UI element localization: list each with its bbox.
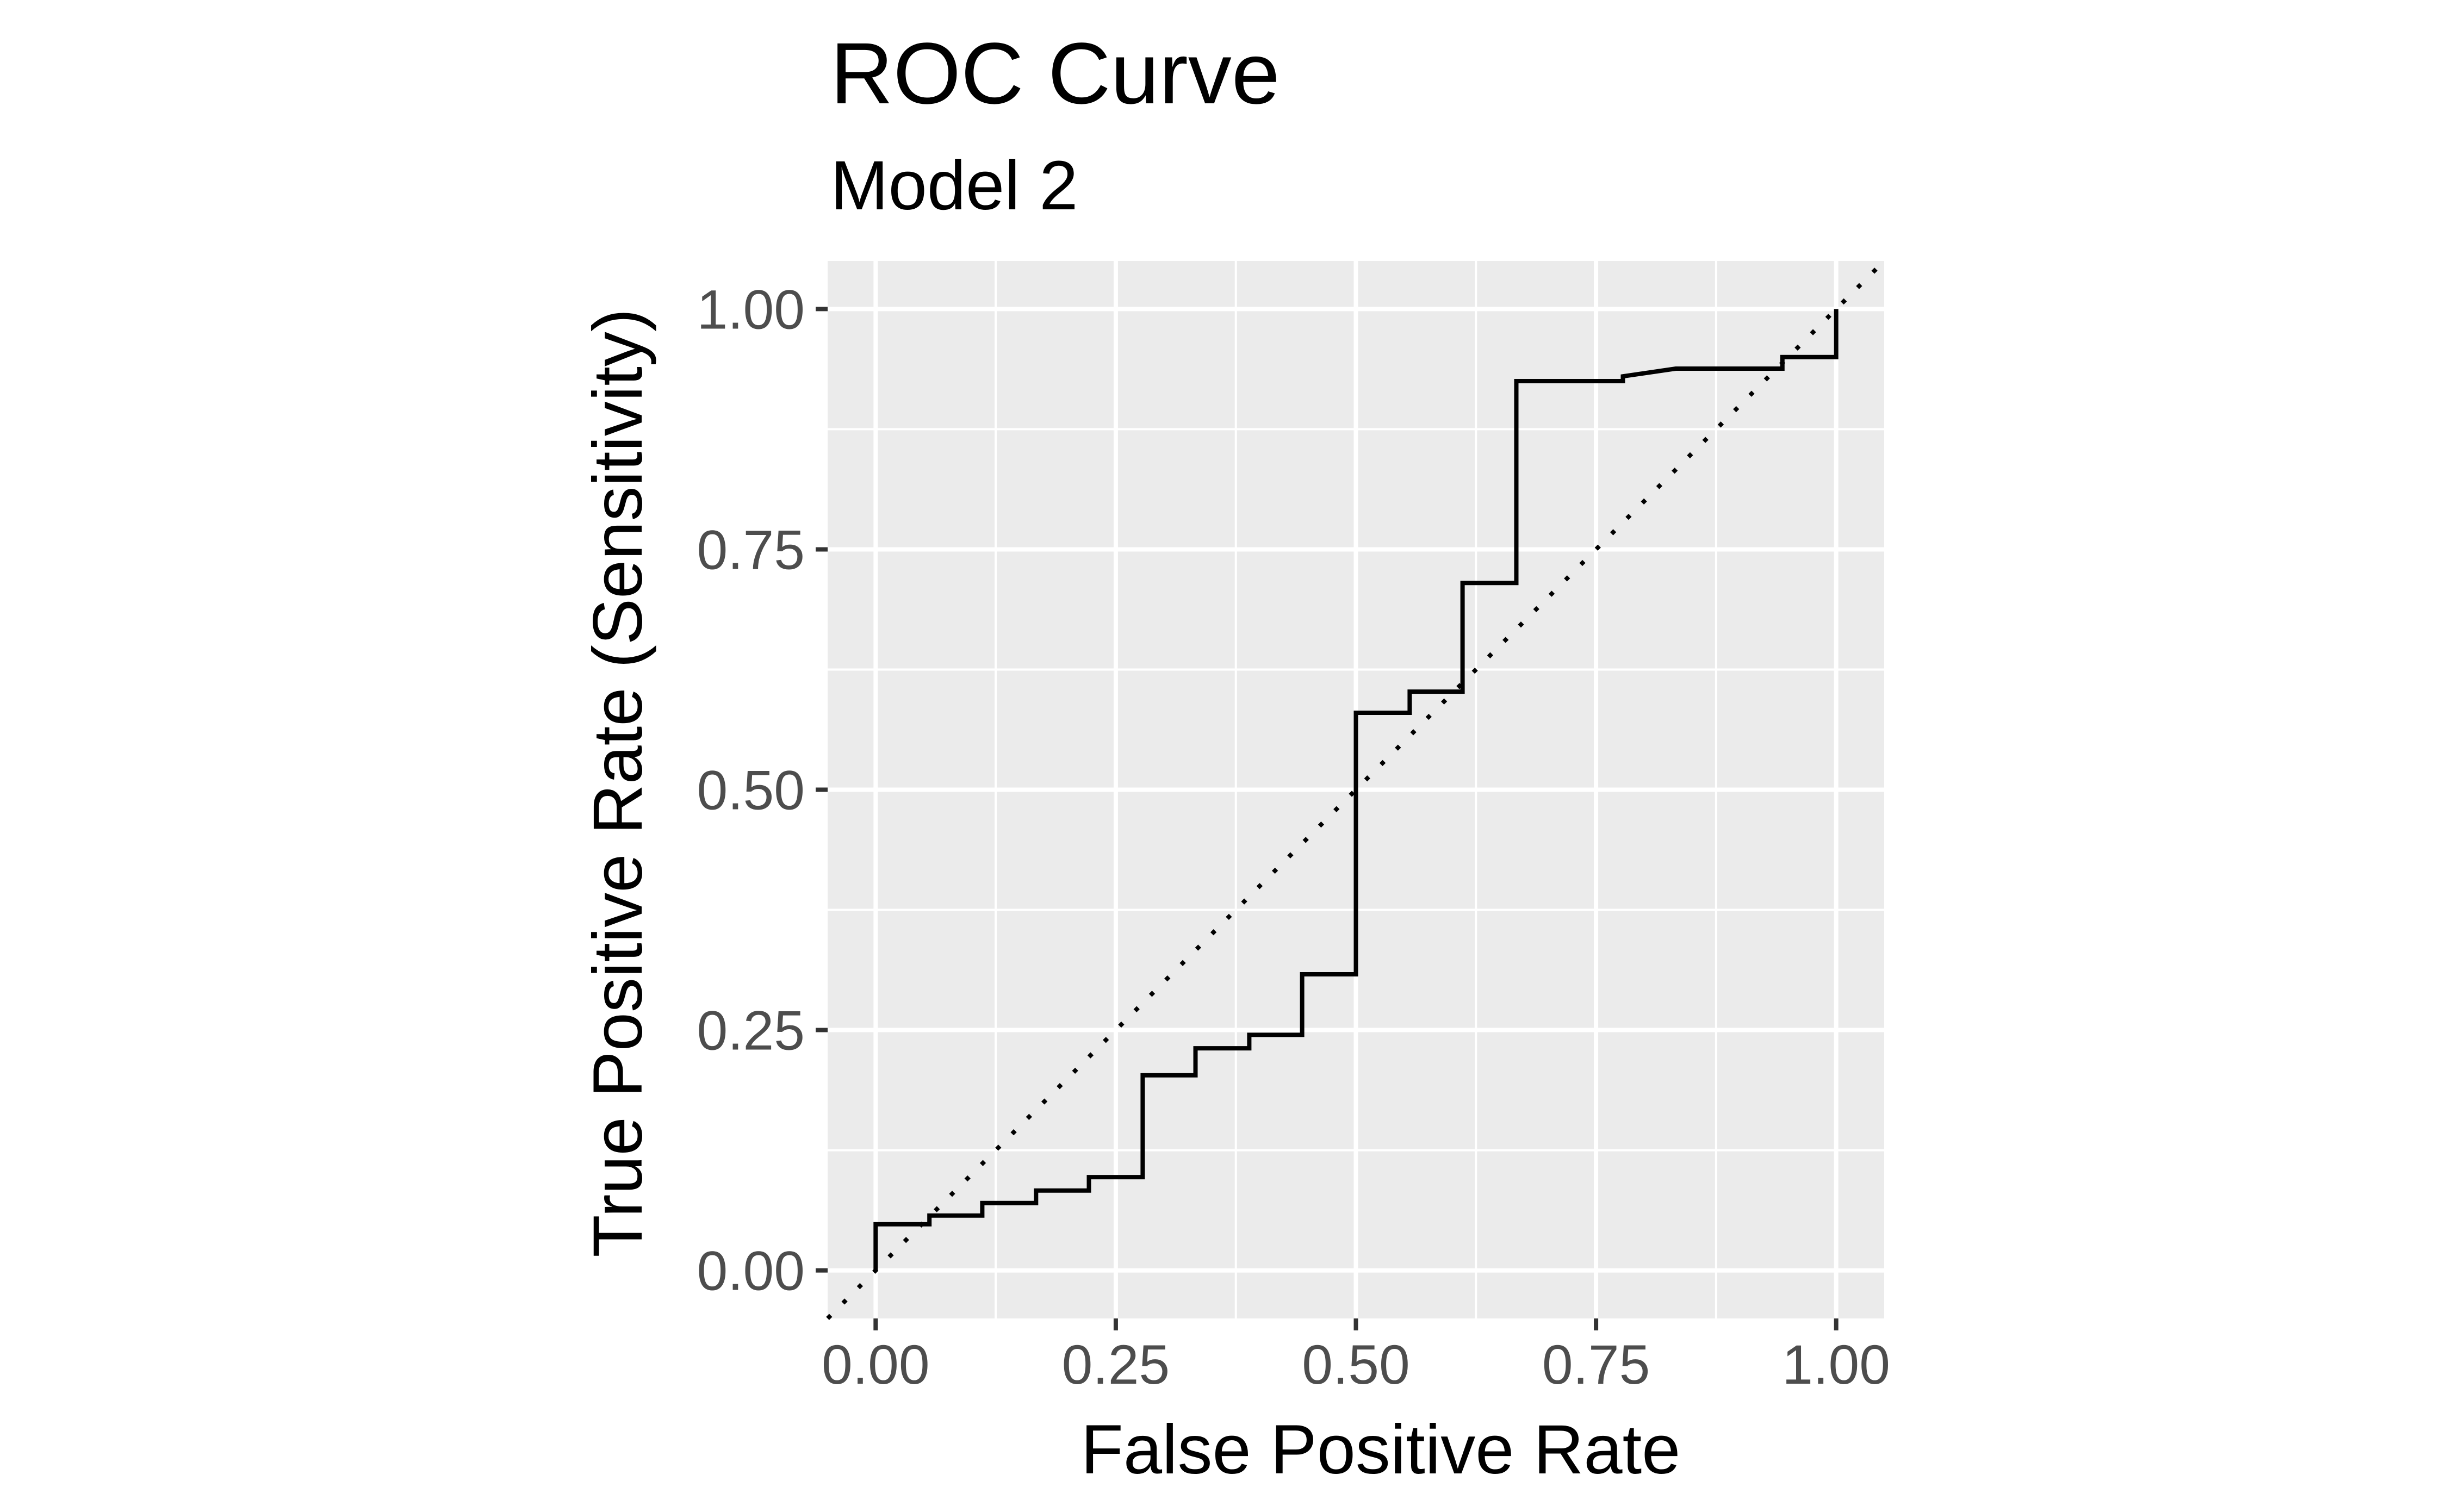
x-axis-title: False Positive Rate [1081, 1411, 1681, 1489]
chart-title: ROC Curve [830, 24, 1280, 122]
x-tick-label: 0.75 [1542, 1334, 1650, 1396]
y-tick-label: 0.75 [697, 519, 805, 581]
x-tick-label: 0.00 [822, 1334, 930, 1396]
x-axis: 0.00 0.25 0.50 0.75 1.00 [822, 1318, 1890, 1396]
series-layer [826, 259, 1886, 1320]
y-tick-label: 0.25 [697, 1000, 805, 1062]
chart-subtitle: Model 2 [830, 147, 1078, 225]
y-tick-label: 0.50 [697, 760, 805, 822]
y-tick-label: 1.00 [697, 278, 805, 340]
x-tick-label: 0.50 [1302, 1334, 1410, 1396]
y-axis-title: True Positive Rate (Sensitivity) [579, 308, 657, 1257]
y-axis: 0.00 0.25 0.50 0.75 1.00 [697, 278, 828, 1302]
roc-curve-line [873, 309, 1839, 1271]
y-tick-label: 0.00 [697, 1240, 805, 1302]
x-tick-label: 0.25 [1062, 1334, 1170, 1396]
x-tick-label: 1.00 [1782, 1334, 1890, 1396]
